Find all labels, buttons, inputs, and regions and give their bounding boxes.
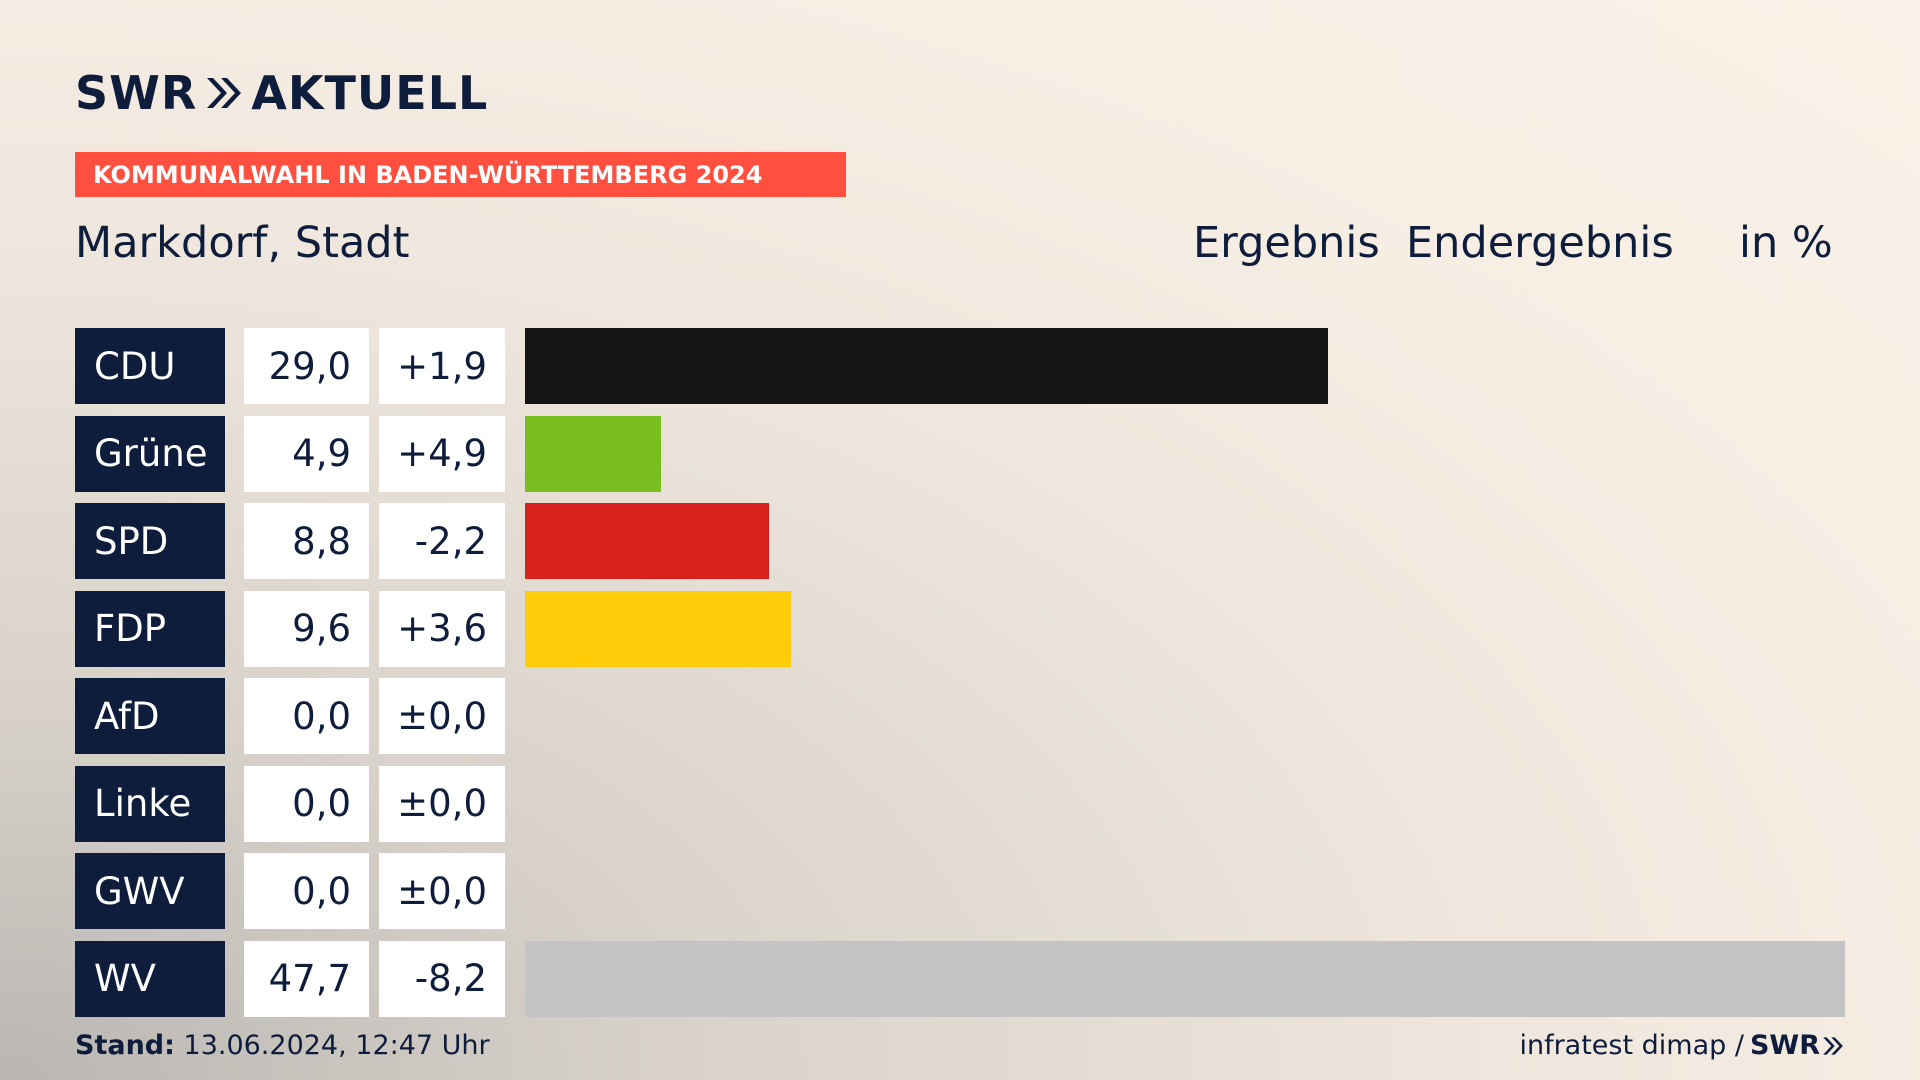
footer-swr-logo: SWR [1750,1030,1844,1061]
stand-label: Stand: [75,1030,175,1061]
value-label: 4,9 [244,415,369,492]
bar-spd [525,503,769,579]
footer-swr-text: SWR [1749,1030,1820,1061]
diff-label: ±0,0 [379,678,505,754]
place-title: Markdorf, Stadt [75,218,410,268]
header-endergebnis: Endergebnis [1406,218,1674,268]
logo-text-aktuell: AKTUELL [251,66,489,120]
party-label: Linke [75,765,225,842]
value-label: 8,8 [244,503,369,579]
diff-label: ±0,0 [379,765,505,842]
diff-label: -2,2 [379,503,505,579]
diff-label: +1,9 [379,328,505,404]
header-unit: in % [1739,218,1833,268]
source-text: infratest dimap / [1519,1030,1744,1061]
header-ergebnis: Ergebnis [1193,218,1380,268]
footer-source: infratest dimap / SWR [1519,1030,1844,1061]
footer-chevron-icon [1823,1036,1843,1055]
value-label: 47,7 [244,940,369,1017]
diff-label: -8,2 [379,940,505,1017]
party-label: GWV [75,853,225,929]
logo-text-swr: SWR [75,66,198,120]
value-label: 0,0 [244,678,369,754]
party-label: SPD [75,503,225,579]
party-label: FDP [75,590,225,667]
value-label: 29,0 [244,328,369,404]
election-banner: KOMMUNALWAHL IN BADEN-WÜRTTEMBERG 2024 [75,152,846,197]
bar-cdu [525,328,1328,404]
bar-fdp [525,590,791,667]
bar-grüne [525,415,661,492]
swr-aktuell-logo: SWR AKTUELL [75,66,488,120]
value-label: 0,0 [244,853,369,929]
stand-value: 13.06.2024, 12:47 Uhr [183,1030,490,1061]
diff-label: +4,9 [379,415,505,492]
footer-timestamp: Stand: 13.06.2024, 12:47 Uhr [75,1030,490,1061]
party-label: WV [75,940,225,1017]
value-label: 9,6 [244,590,369,667]
party-label: CDU [75,328,225,404]
bar-wv [525,940,1845,1017]
diff-label: +3,6 [379,590,505,667]
diff-label: ±0,0 [379,853,505,929]
party-label: Grüne [75,415,225,492]
double-chevron-icon [205,76,243,110]
value-label: 0,0 [244,765,369,842]
party-label: AfD [75,678,225,754]
